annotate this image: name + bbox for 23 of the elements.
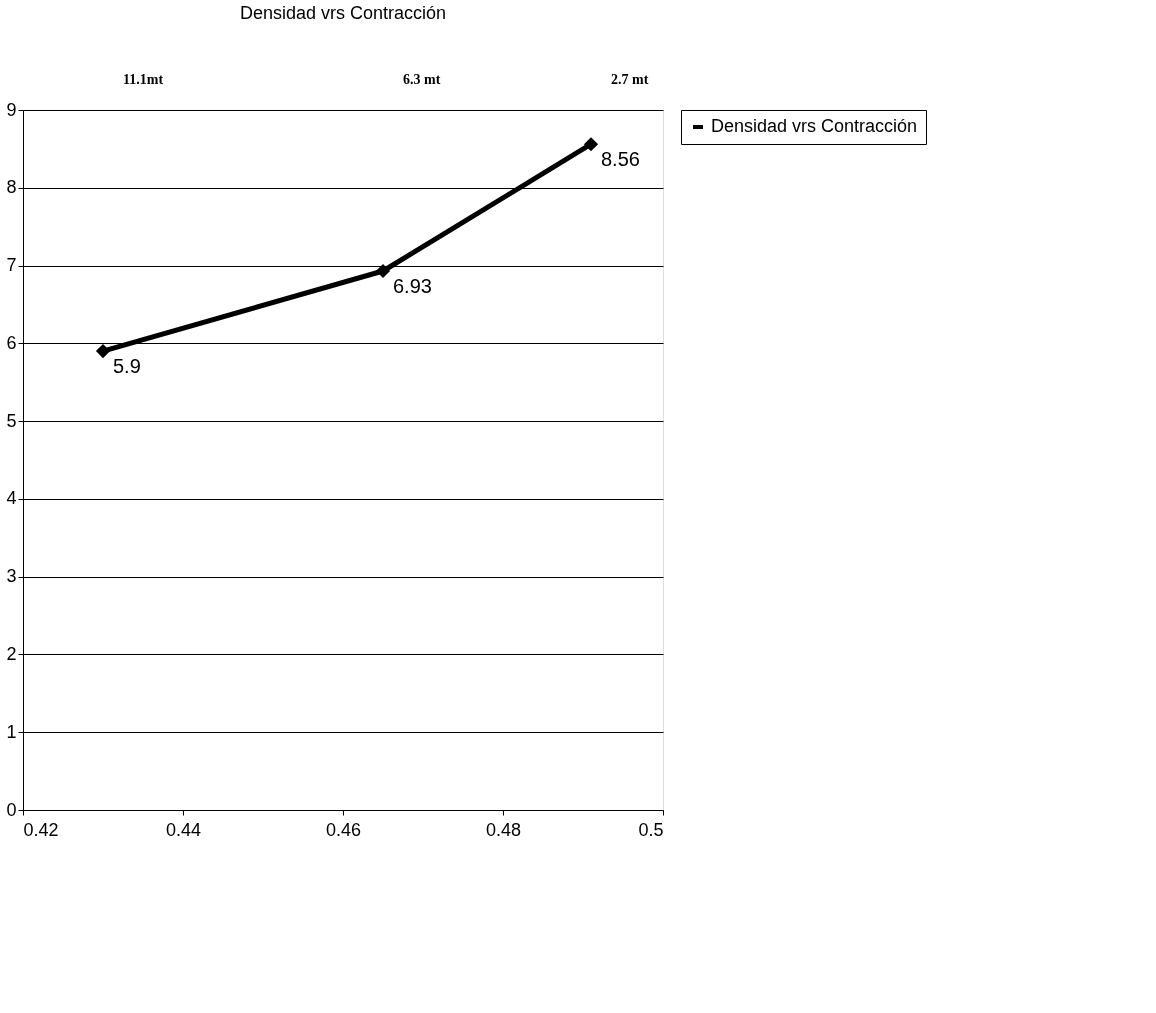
y-tick-label: 7: [6, 255, 17, 276]
y-tick-label: 4: [6, 488, 17, 509]
chart-title: Densidad vrs Contracción: [239, 3, 447, 23]
data-label: 6.93: [393, 275, 432, 297]
y-tick-label: 8: [6, 177, 17, 198]
y-tick-label: 0: [6, 799, 17, 820]
x-tick-label: 0.5: [638, 819, 664, 840]
text: 6.3 mt: [403, 72, 441, 87]
data-label: 8.56: [601, 148, 640, 171]
x-tick-label: 0.48: [485, 819, 522, 840]
y-tick-label: 1: [6, 721, 17, 742]
y-tick-label: 6: [6, 332, 17, 353]
x-tick-label: 0.42: [23, 819, 59, 840]
x-tick-label: 0.44: [165, 819, 202, 840]
y-tick-label: 3: [6, 566, 17, 587]
text: 11.1mt: [123, 72, 164, 87]
y-tick-label: 9: [6, 99, 17, 120]
x-tick-label: 0.46: [325, 819, 362, 840]
data-label: 5.9: [113, 355, 141, 378]
text: 2.7 mt: [611, 72, 649, 87]
legend-label: Densidad vrs Contracción: [711, 116, 918, 136]
y-tick-label: 2: [6, 643, 17, 664]
y-tick-label: 5: [6, 410, 17, 431]
